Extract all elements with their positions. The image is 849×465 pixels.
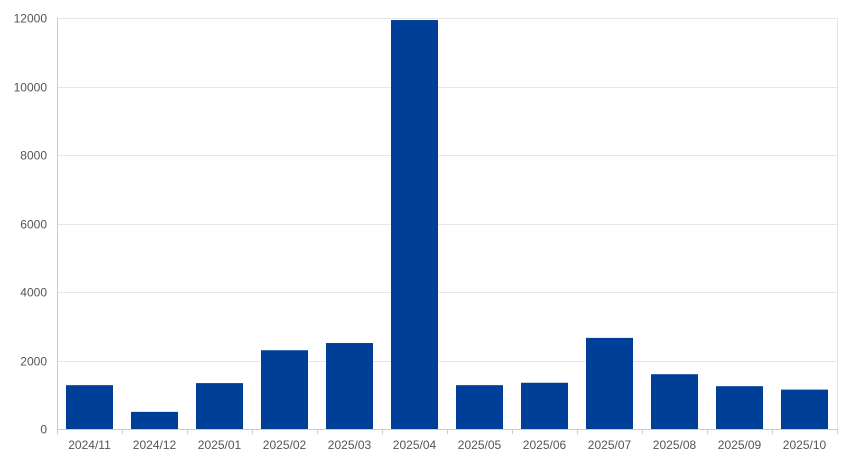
tick-labels: 0 2000 4000 6000 8000 10000 12000 2024/11 2024/1… [14,12,827,453]
bar-2025-04[interactable] [391,20,438,430]
y-tick-label: 12000 [14,12,48,26]
bar-2024-11[interactable] [66,385,113,429]
axes [57,18,838,434]
y-tick-label: 2000 [20,355,47,369]
bar-2025-02[interactable] [261,350,308,429]
bar-2025-01[interactable] [196,383,243,429]
x-tick-label: 2025/02 [263,438,307,452]
x-tick-label: 2025/09 [718,438,762,452]
bar-2025-05[interactable] [456,385,503,429]
y-tick-label: 4000 [20,286,47,300]
x-tick-label: 2024/12 [133,438,177,452]
bar-2025-08[interactable] [651,374,698,429]
x-tick-label: 2024/11 [68,438,111,452]
y-tick-label: 10000 [14,81,48,95]
x-tick-label: 2025/10 [783,438,827,452]
bar-2025-10[interactable] [781,389,828,429]
x-tick-label: 2025/05 [458,438,502,452]
bar-2025-06[interactable] [521,382,568,429]
x-tick-label: 2025/07 [588,438,632,452]
gridlines [57,18,838,429]
x-tick-label: 2025/03 [328,438,372,452]
y-tick-label: 8000 [20,149,47,163]
x-tick-label: 2025/04 [393,438,437,452]
bar-2024-12[interactable] [131,411,178,430]
x-tick-label: 2025/01 [198,438,242,452]
y-tick-label: 0 [40,423,47,437]
bar-2025-07[interactable] [586,337,633,429]
bars [66,20,828,430]
y-tick-label: 6000 [20,218,47,232]
bar-2025-03[interactable] [326,343,373,429]
x-tick-label: 2025/06 [523,438,567,452]
bar-2025-09[interactable] [716,386,763,429]
x-tick-label: 2025/08 [653,438,697,452]
